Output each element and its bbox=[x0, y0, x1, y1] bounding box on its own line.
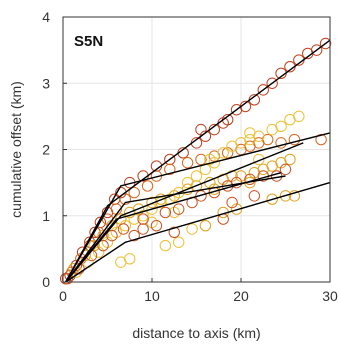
x-tick-label: 0 bbox=[59, 288, 67, 304]
data-point bbox=[315, 133, 327, 146]
data-point bbox=[279, 190, 292, 202]
y-tick-label: 0 bbox=[42, 274, 50, 290]
fit-line bbox=[65, 181, 331, 283]
data-point bbox=[199, 219, 212, 232]
data-point bbox=[159, 239, 172, 252]
y-axis-label: cumulative offset (km) bbox=[8, 81, 24, 218]
data-point bbox=[266, 77, 278, 89]
fit-line bbox=[65, 175, 286, 283]
data-point bbox=[97, 239, 109, 252]
x-tick-label: 10 bbox=[144, 288, 160, 304]
fit-lines bbox=[65, 39, 331, 283]
data-point bbox=[61, 272, 74, 285]
data-point bbox=[117, 223, 130, 235]
data-point bbox=[293, 110, 305, 123]
x-tick-label: 20 bbox=[233, 288, 249, 304]
data-point bbox=[164, 163, 176, 176]
data-point bbox=[257, 84, 269, 96]
data-point bbox=[244, 127, 256, 139]
data-point bbox=[275, 137, 287, 149]
data-point bbox=[284, 153, 296, 166]
data-point bbox=[195, 153, 207, 166]
fit-line bbox=[65, 132, 331, 283]
grid bbox=[62, 16, 331, 283]
data-point bbox=[226, 196, 238, 209]
data-point bbox=[155, 193, 167, 205]
data-point bbox=[186, 223, 198, 235]
data-point bbox=[266, 193, 278, 205]
data-point bbox=[137, 223, 149, 235]
data-point bbox=[173, 203, 185, 215]
data-point bbox=[217, 147, 229, 159]
data-point bbox=[137, 210, 149, 222]
data-point bbox=[159, 206, 172, 219]
data-point bbox=[141, 180, 154, 192]
data-point bbox=[310, 44, 323, 56]
data-point bbox=[253, 153, 265, 166]
y-axis-ticks: 0 1 2 3 4 bbox=[42, 9, 67, 290]
x-axis-ticks: 0 10 20 30 bbox=[59, 278, 338, 304]
data-point bbox=[204, 153, 216, 166]
data-point bbox=[288, 133, 301, 146]
data-point bbox=[128, 186, 140, 199]
y-tick-label: 1 bbox=[42, 208, 50, 224]
data-points bbox=[59, 37, 332, 285]
x-axis-label: distance to axis (km) bbox=[132, 325, 260, 341]
data-point bbox=[67, 263, 80, 275]
data-point bbox=[248, 190, 261, 202]
y-tick-label: 3 bbox=[42, 75, 50, 91]
data-point bbox=[128, 229, 140, 242]
fit-line bbox=[65, 172, 282, 283]
data-point bbox=[181, 176, 194, 189]
y-tick-label: 2 bbox=[42, 142, 50, 158]
data-point bbox=[168, 226, 180, 239]
data-point bbox=[288, 190, 301, 202]
panel-label: S5N bbox=[74, 33, 103, 50]
data-point bbox=[132, 203, 145, 215]
data-point bbox=[70, 259, 83, 272]
data-point bbox=[195, 123, 207, 136]
data-point bbox=[221, 147, 234, 159]
data-point bbox=[115, 256, 127, 268]
y-tick-label: 4 bbox=[42, 9, 50, 25]
data-point bbox=[275, 120, 287, 133]
data-point bbox=[119, 193, 132, 205]
data-point bbox=[319, 37, 332, 50]
data-point bbox=[92, 246, 105, 258]
data-point bbox=[190, 170, 203, 182]
data-point bbox=[106, 229, 118, 242]
data-point bbox=[150, 219, 163, 232]
x-tick-label: 30 bbox=[322, 288, 338, 304]
data-point bbox=[279, 163, 292, 176]
data-point bbox=[173, 236, 185, 248]
data-point bbox=[230, 203, 243, 215]
fit-line bbox=[65, 39, 331, 283]
data-point bbox=[181, 157, 194, 169]
data-point bbox=[137, 213, 149, 225]
